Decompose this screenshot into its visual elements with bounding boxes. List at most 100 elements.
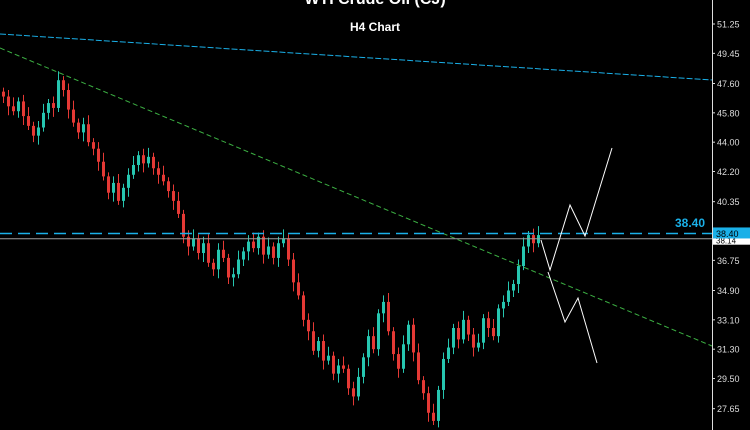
candle — [537, 226, 540, 248]
candle — [12, 97, 15, 116]
candle-body — [217, 249, 220, 270]
axis-tick-label: 42.20 — [717, 167, 740, 177]
candle-body — [232, 274, 235, 278]
candle-body — [312, 331, 315, 351]
candle — [262, 230, 265, 264]
candle-body — [202, 243, 205, 254]
candle — [412, 318, 415, 362]
candle-body — [112, 182, 115, 193]
candle-body — [97, 148, 100, 162]
candle-body — [407, 324, 410, 345]
candle — [92, 138, 95, 156]
candle-body — [367, 336, 370, 358]
candle-body — [347, 368, 350, 389]
candle — [7, 90, 10, 116]
candle-body — [207, 243, 210, 263]
candle — [302, 291, 305, 327]
candle-body — [327, 355, 330, 361]
candle-body — [142, 155, 145, 164]
candle-body — [147, 156, 150, 164]
candle-body — [282, 238, 285, 244]
candle — [67, 83, 70, 119]
candle-body — [402, 344, 405, 369]
candle-body — [472, 334, 475, 348]
candle-body — [137, 155, 140, 165]
candle — [452, 323, 455, 355]
candle — [422, 376, 425, 400]
candle — [437, 385, 440, 428]
candle — [312, 322, 315, 355]
candle — [327, 346, 330, 365]
candle-body — [32, 125, 35, 136]
candle — [97, 142, 100, 171]
axis-tick-label: 51.25 — [717, 20, 740, 30]
candle — [257, 232, 260, 255]
candle — [192, 229, 195, 251]
axis-tick-label: 33.10 — [717, 315, 740, 325]
axis-tick-label: 27.65 — [717, 404, 740, 414]
axis-tick-label: 34.90 — [717, 286, 740, 296]
candle — [417, 343, 420, 385]
candle-body — [222, 249, 225, 258]
chart-subtitle: H4 Chart — [349, 20, 400, 34]
candle — [227, 253, 230, 284]
candle — [512, 279, 515, 298]
candle — [202, 236, 205, 262]
candle — [197, 234, 200, 260]
candle-body — [167, 181, 170, 192]
candle-body — [42, 112, 45, 128]
bearish-projection-path — [547, 271, 598, 364]
candle-body — [362, 357, 365, 377]
candle-body — [517, 266, 520, 284]
candle — [382, 295, 385, 323]
candle-body — [512, 283, 515, 291]
candle — [152, 152, 155, 175]
candle-body — [382, 301, 385, 314]
resistance-price-tag — [713, 227, 750, 239]
candle-body — [162, 174, 165, 182]
candle — [467, 315, 470, 342]
candle — [217, 243, 220, 279]
candle-body — [187, 236, 190, 247]
resistance-level-label: 38.40 — [675, 216, 705, 230]
candle-body — [52, 103, 55, 108]
candle — [352, 381, 355, 406]
candle — [122, 183, 125, 208]
candle — [102, 152, 105, 181]
candle-body — [522, 246, 525, 267]
candle-body — [62, 80, 65, 91]
axis-tick-label: 44.00 — [717, 138, 740, 148]
candle — [187, 230, 190, 256]
candle-body — [297, 282, 300, 296]
candle — [37, 120, 40, 145]
candle — [482, 314, 485, 350]
candle-body — [417, 352, 420, 381]
candle — [22, 94, 25, 126]
candle — [307, 313, 310, 341]
candle — [527, 231, 530, 254]
candle-body — [377, 313, 380, 350]
candle — [427, 386, 430, 422]
candle — [17, 97, 20, 118]
candle — [272, 242, 275, 265]
axis-tick-label: 40.35 — [717, 197, 740, 207]
axis-tick-label: 31.30 — [717, 345, 740, 355]
axis-tick-label: 36.75 — [717, 256, 740, 266]
candle-body — [127, 174, 130, 188]
candle-body — [527, 235, 530, 247]
candle-body — [487, 318, 490, 328]
candle — [237, 250, 240, 279]
candle-body — [397, 354, 400, 369]
candle-body — [107, 176, 110, 193]
candle-body — [267, 246, 270, 255]
candle-body — [152, 156, 155, 169]
candle-body — [337, 365, 340, 374]
candle — [522, 237, 525, 271]
candle — [162, 165, 165, 186]
candle-body — [477, 342, 480, 348]
candle — [137, 151, 140, 172]
candle-body — [452, 327, 455, 348]
axis-tick-label: 49.45 — [717, 49, 740, 59]
candle — [397, 347, 400, 378]
candle — [132, 156, 135, 179]
